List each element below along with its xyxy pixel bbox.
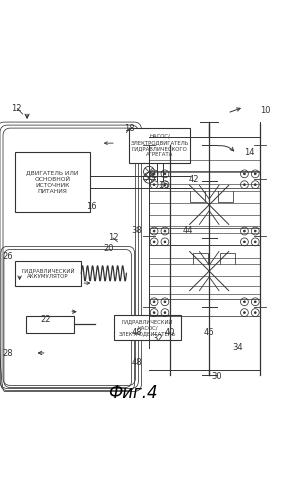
Circle shape xyxy=(244,312,245,314)
FancyBboxPatch shape xyxy=(15,260,81,286)
Circle shape xyxy=(153,312,155,314)
Circle shape xyxy=(164,230,166,232)
Text: 36: 36 xyxy=(159,181,169,190)
Circle shape xyxy=(153,241,155,243)
Text: ДВИГАТЕЛЬ ИЛИ
ОСНОВНОЙ
ИСТОЧНИК
ПИТАНИЯ: ДВИГАТЕЛЬ ИЛИ ОСНОВНОЙ ИСТОЧНИК ПИТАНИЯ xyxy=(26,170,79,194)
FancyBboxPatch shape xyxy=(15,152,90,212)
Text: ГИДРАВЛИЧЕСКИЙ
АККУМУЛЯТОР: ГИДРАВЛИЧЕСКИЙ АККУМУЛЯТОР xyxy=(21,268,75,280)
Circle shape xyxy=(244,241,245,243)
Text: 48: 48 xyxy=(132,328,142,338)
Circle shape xyxy=(153,230,155,232)
Circle shape xyxy=(244,184,245,186)
Circle shape xyxy=(153,184,155,186)
Circle shape xyxy=(254,230,256,232)
Circle shape xyxy=(244,173,245,175)
Text: 16: 16 xyxy=(86,202,97,211)
Text: 38: 38 xyxy=(132,226,142,235)
Circle shape xyxy=(164,173,166,175)
Text: ГИДРАВЛИЧЕСКИЙ
НАСОС/
ЭЛЕКТРОДВИГАТЕЛЬ: ГИДРАВЛИЧЕСКИЙ НАСОС/ ЭЛЕКТРОДВИГАТЕЛЬ xyxy=(119,318,176,336)
FancyBboxPatch shape xyxy=(26,316,74,333)
Text: 14: 14 xyxy=(245,148,255,156)
Text: 20: 20 xyxy=(103,244,113,253)
Text: 46: 46 xyxy=(204,328,215,338)
Text: 42: 42 xyxy=(189,175,199,184)
FancyBboxPatch shape xyxy=(114,314,181,340)
Circle shape xyxy=(164,301,166,302)
Text: 10: 10 xyxy=(260,106,270,114)
Circle shape xyxy=(164,312,166,314)
Circle shape xyxy=(244,230,245,232)
Text: 30: 30 xyxy=(211,372,222,381)
Text: НАСОС/
ЭЛЕКТРОДВИГАТЕЛЬ
ГИДРАВЛИЧЕСКОГО
АГРЕГАТА: НАСОС/ ЭЛЕКТРОДВИГАТЕЛЬ ГИДРАВЛИЧЕСКОГО … xyxy=(130,134,189,157)
Circle shape xyxy=(254,241,256,243)
Circle shape xyxy=(164,241,166,243)
Circle shape xyxy=(153,301,155,302)
Text: 32: 32 xyxy=(153,334,163,344)
Circle shape xyxy=(153,173,155,175)
FancyBboxPatch shape xyxy=(129,128,190,162)
Text: 40: 40 xyxy=(165,328,175,338)
Circle shape xyxy=(244,301,245,302)
Text: 26: 26 xyxy=(2,252,13,260)
Text: Фиг.4: Фиг.4 xyxy=(108,384,157,402)
Text: 28: 28 xyxy=(2,350,13,358)
Text: 22: 22 xyxy=(40,314,50,324)
Circle shape xyxy=(254,301,256,302)
Text: 12: 12 xyxy=(108,234,118,242)
Text: 44: 44 xyxy=(183,226,193,235)
Circle shape xyxy=(164,184,166,186)
Circle shape xyxy=(254,312,256,314)
Text: 48: 48 xyxy=(132,358,142,368)
Text: 12: 12 xyxy=(11,104,22,113)
Text: 34: 34 xyxy=(232,344,243,352)
Circle shape xyxy=(254,173,256,175)
Text: 18: 18 xyxy=(124,124,135,132)
Circle shape xyxy=(254,184,256,186)
